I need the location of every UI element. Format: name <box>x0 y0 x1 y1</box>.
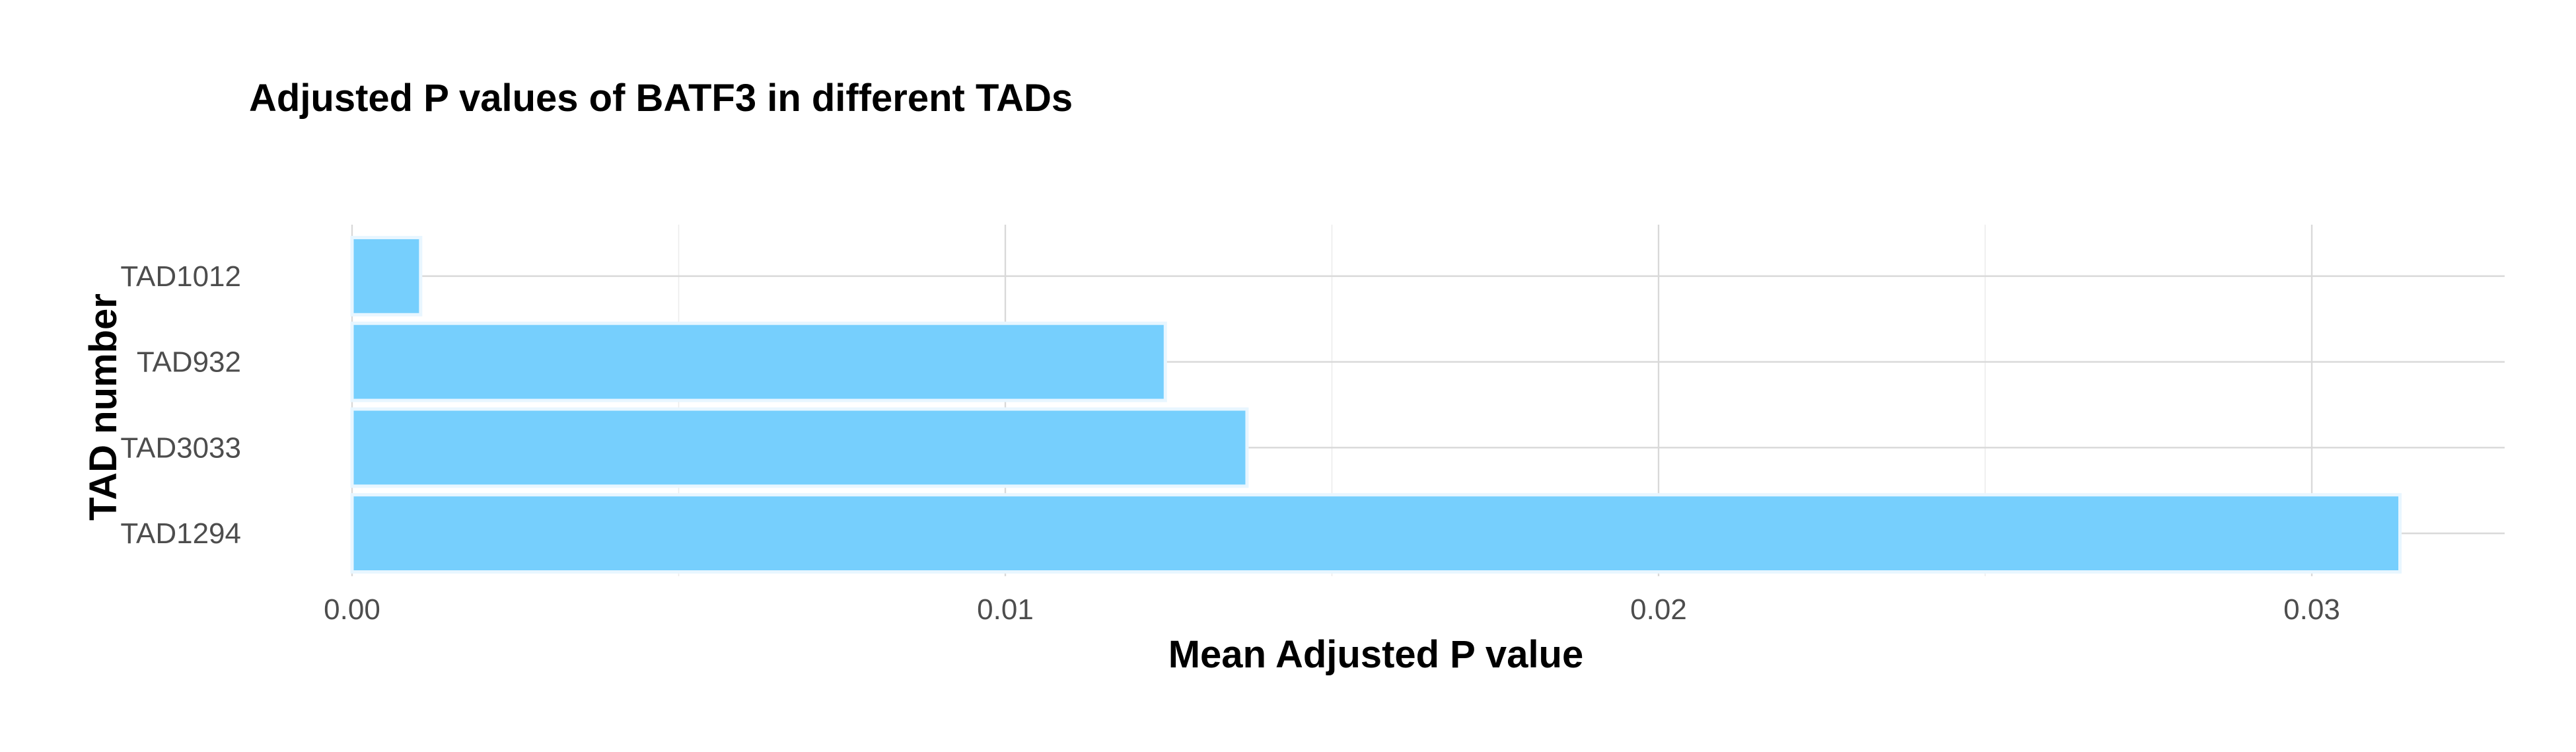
chart-title: Adjusted P values of BATF3 in different … <box>249 77 1073 120</box>
tick-labels: TAD1012 TAD932 TAD3033 TAD1294 0.00 0.01 0.02 0… <box>120 260 2340 626</box>
y-tick-label: TAD3033 <box>120 432 241 464</box>
x-tick-label: 0.03 <box>2283 593 2340 626</box>
bar-tad932 <box>350 321 1167 402</box>
x-tick-label: 0.00 <box>324 593 380 626</box>
y-tick-label: TAD932 <box>137 346 241 379</box>
x-tick-label: 0.02 <box>1630 593 1687 626</box>
x-axis-title: Mean Adjusted P value <box>1168 633 1584 676</box>
y-tick-label: TAD1012 <box>120 260 241 293</box>
bar-tad3033 <box>350 407 1249 488</box>
bar-tad1294 <box>350 493 2402 574</box>
y-tick-label: TAD1294 <box>120 517 241 550</box>
y-axis-title: TAD number <box>82 293 125 521</box>
bar-tad1012 <box>350 235 423 317</box>
x-tick-label: 0.01 <box>977 593 1034 626</box>
bars <box>350 235 2402 574</box>
